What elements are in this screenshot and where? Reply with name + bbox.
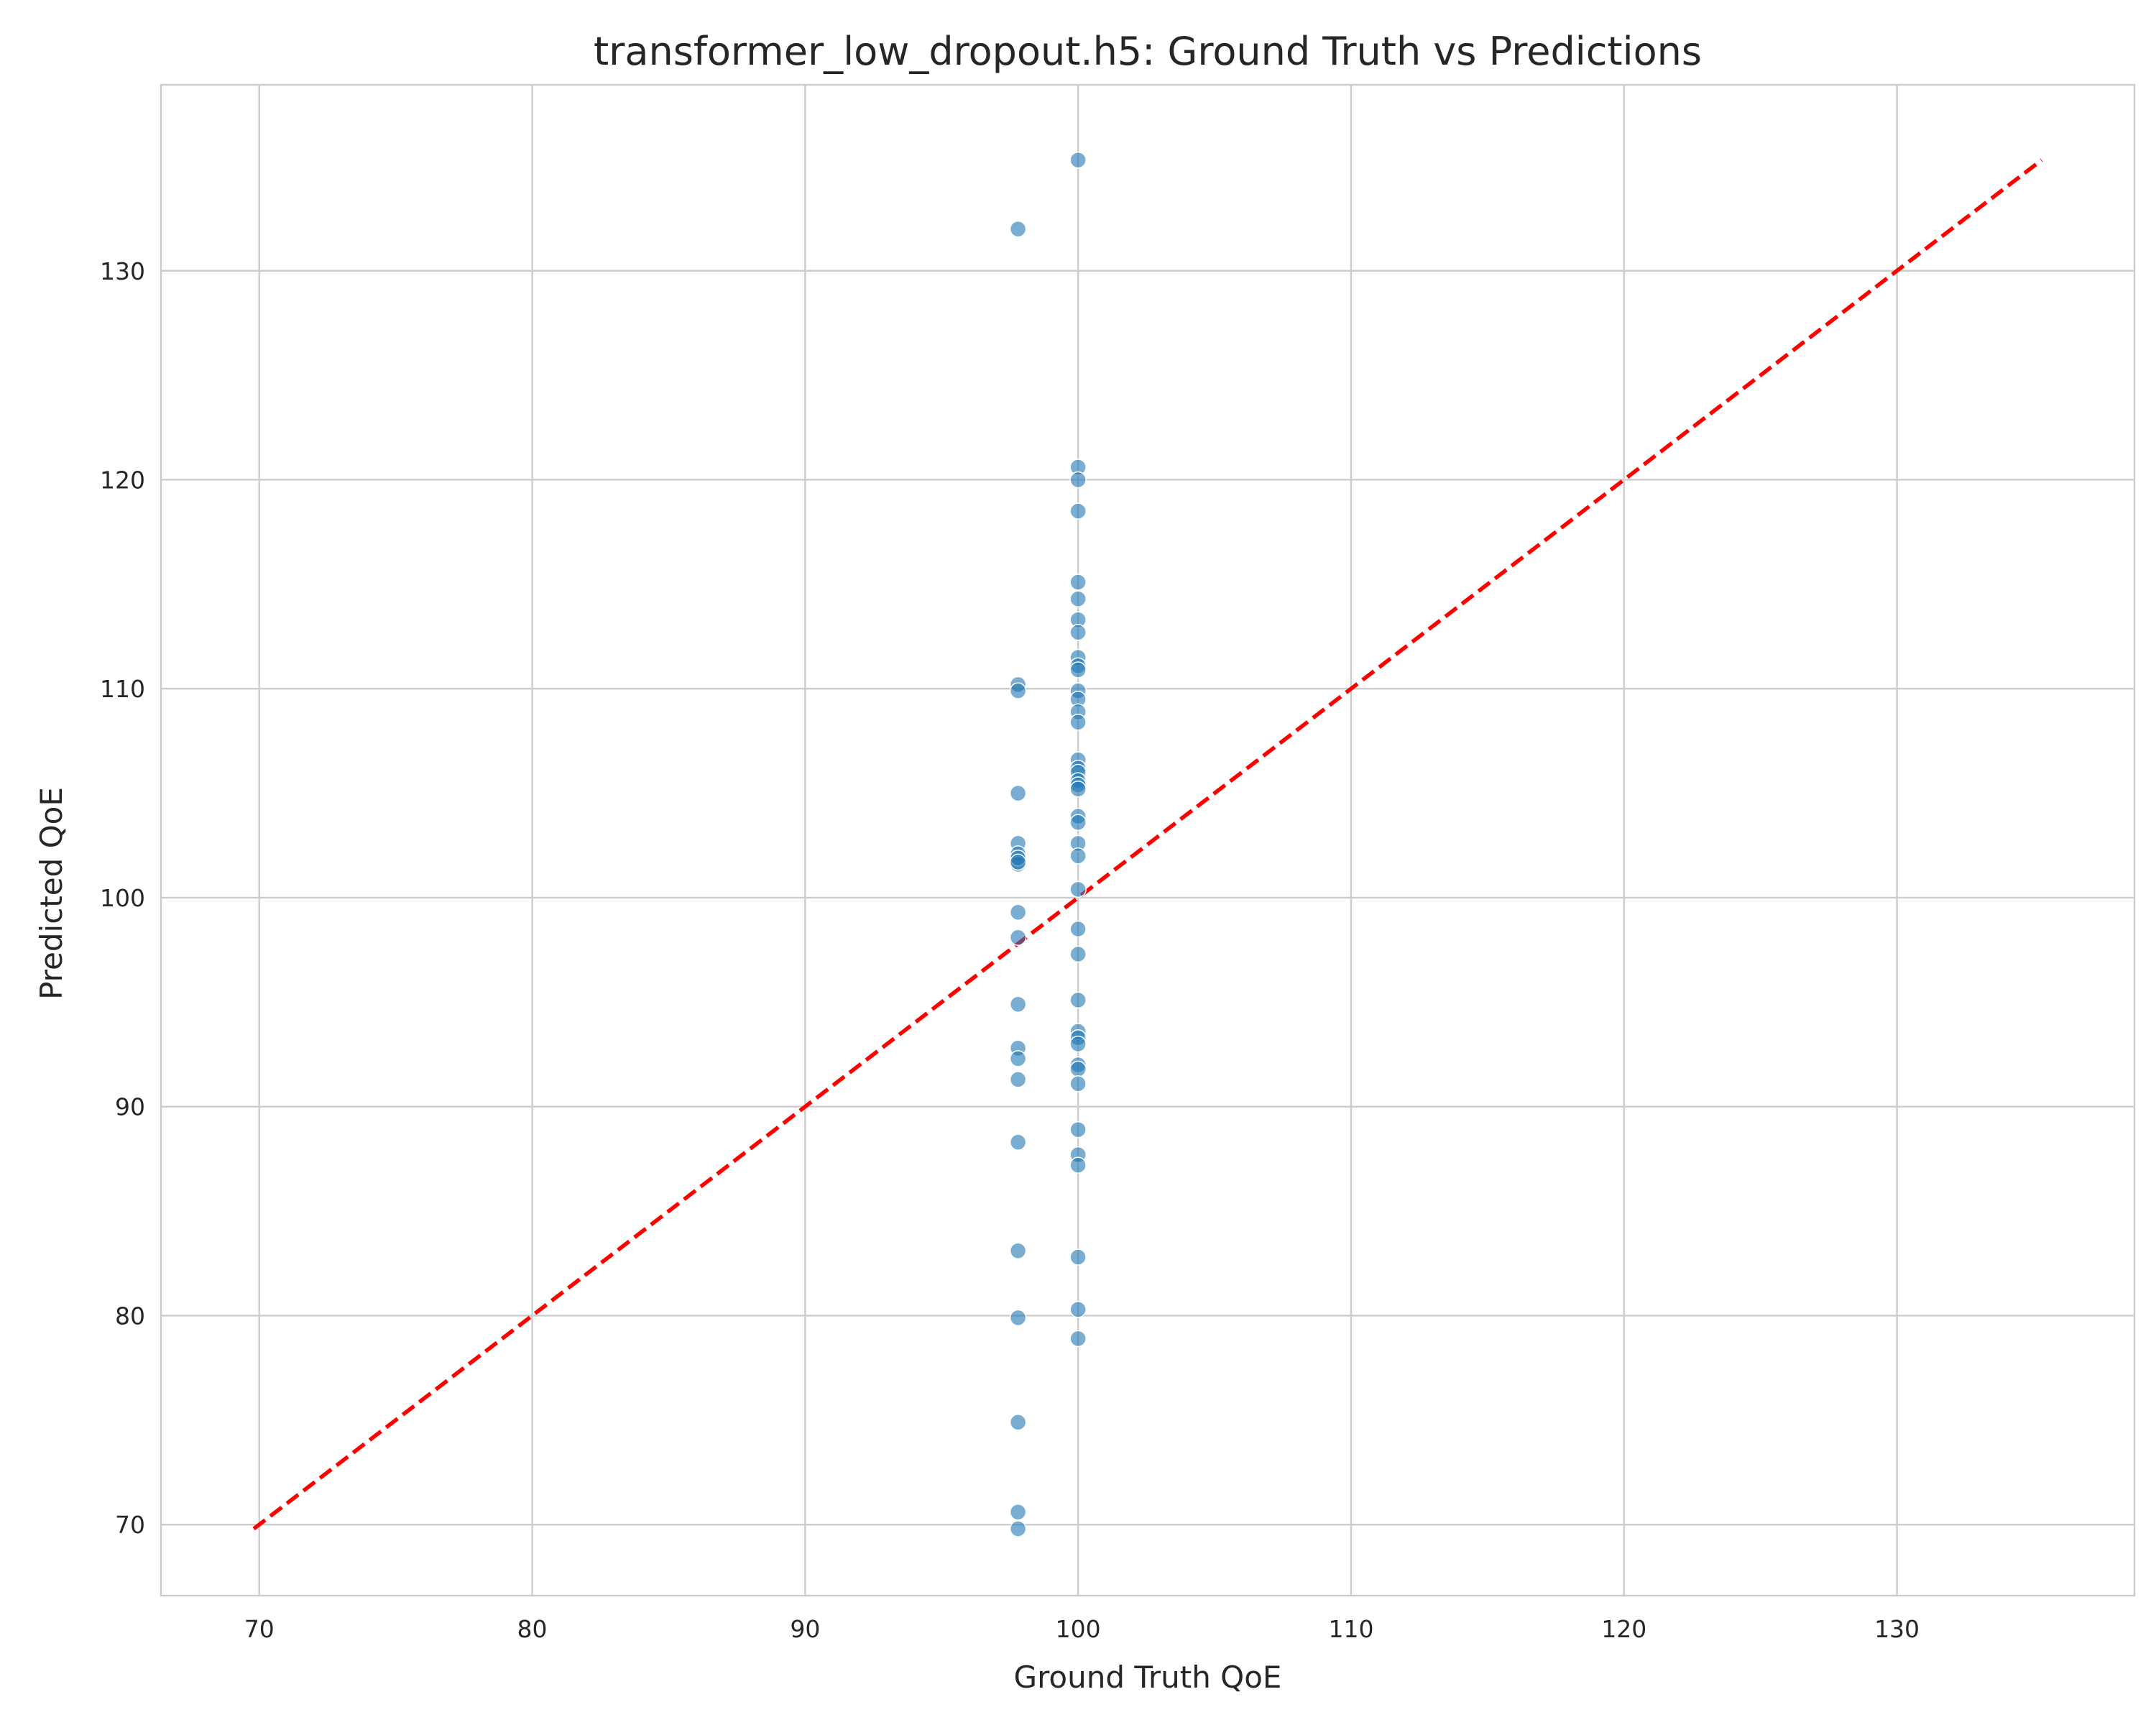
y-tick-label: 130 <box>100 257 145 285</box>
data-point <box>1009 853 1027 871</box>
data-point <box>1009 1133 1027 1151</box>
data-point <box>1069 814 1087 832</box>
x-tick-label: 70 <box>244 1615 275 1643</box>
x-tick-label: 110 <box>1328 1615 1373 1643</box>
chart-title: transformer_low_dropout.h5: Ground Truth… <box>594 29 1702 74</box>
data-point <box>1069 502 1087 520</box>
data-point <box>1069 713 1087 731</box>
data-point <box>1069 1156 1087 1174</box>
data-point <box>1069 1300 1087 1318</box>
data-point <box>1069 471 1087 489</box>
data-point <box>1069 920 1087 938</box>
data-point <box>1009 1071 1027 1088</box>
data-point <box>1009 1503 1027 1521</box>
x-tick-label: 130 <box>1874 1615 1920 1643</box>
data-point <box>1069 590 1087 607</box>
y-tick-label: 110 <box>100 675 145 703</box>
data-point <box>1009 1309 1027 1327</box>
plot-frame <box>160 83 2136 1597</box>
data-point <box>1009 903 1027 921</box>
y-gridlines <box>161 270 2134 1526</box>
data-point <box>1069 781 1087 798</box>
data-points <box>1009 151 1087 1537</box>
x-tick-label: 90 <box>790 1615 820 1643</box>
y-tick-labels: 70 80 90 100 110 120 130 <box>100 257 145 1539</box>
data-point <box>1069 880 1087 898</box>
y-tick-label: 100 <box>100 884 145 912</box>
y-tick-label: 70 <box>115 1511 145 1539</box>
x-tick-label: 80 <box>517 1615 548 1643</box>
reference-line <box>252 158 2043 1531</box>
data-point <box>1069 151 1087 169</box>
x-tick-labels: 70 80 90 100 110 120 130 <box>244 1615 1920 1643</box>
x-gridlines <box>258 85 1898 1596</box>
data-point <box>1069 623 1087 641</box>
y-tick-label: 90 <box>115 1093 145 1121</box>
data-point <box>1009 682 1027 699</box>
y-tick-label: 120 <box>100 466 145 494</box>
data-point <box>1069 1035 1087 1053</box>
data-point <box>1069 1330 1087 1348</box>
data-point <box>1009 1520 1027 1537</box>
data-point <box>1069 574 1087 591</box>
data-point <box>1069 1248 1087 1266</box>
x-axis-label: Ground Truth QoE <box>1014 1660 1282 1695</box>
data-point <box>1009 995 1027 1013</box>
data-point <box>1069 661 1087 678</box>
data-point <box>1069 1060 1087 1078</box>
data-point <box>1069 945 1087 963</box>
data-point <box>1009 220 1027 238</box>
data-point <box>1009 784 1027 802</box>
data-point <box>1009 1050 1027 1067</box>
y-axis-label: Predicted QoE <box>34 787 69 1000</box>
data-point <box>1069 991 1087 1009</box>
x-tick-label: 120 <box>1601 1615 1646 1643</box>
data-point <box>1069 847 1087 865</box>
data-point <box>1069 1075 1087 1092</box>
data-point <box>1069 1121 1087 1138</box>
x-tick-label: 100 <box>1056 1615 1101 1643</box>
data-point <box>1009 1413 1027 1431</box>
data-point <box>1009 1242 1027 1260</box>
y-tick-label: 80 <box>115 1302 145 1330</box>
data-point <box>1009 929 1027 946</box>
